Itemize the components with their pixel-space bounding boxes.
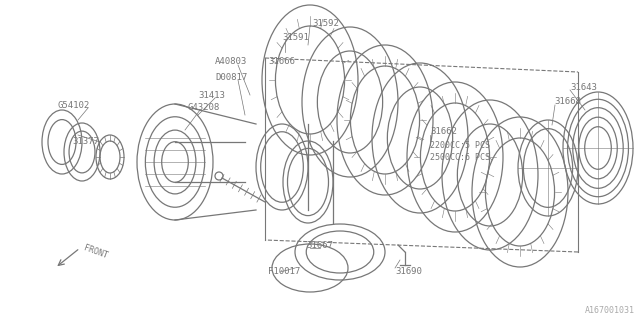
Text: 31377: 31377 xyxy=(72,137,99,146)
Text: FRONT: FRONT xyxy=(82,244,109,260)
Text: 31667: 31667 xyxy=(306,241,333,250)
Text: 31662: 31662 xyxy=(430,127,457,137)
Text: D00817: D00817 xyxy=(215,73,247,82)
Text: 2200CC:5 PCS: 2200CC:5 PCS xyxy=(430,140,490,149)
Text: 31592: 31592 xyxy=(312,19,339,28)
Text: 31668: 31668 xyxy=(554,98,581,107)
Text: 31690: 31690 xyxy=(395,268,422,276)
Text: G54102: G54102 xyxy=(58,100,90,109)
Text: 31413: 31413 xyxy=(198,91,225,100)
Text: G43208: G43208 xyxy=(188,103,220,113)
Text: 31643: 31643 xyxy=(570,83,597,92)
Text: 31591: 31591 xyxy=(282,33,309,42)
Text: 31666: 31666 xyxy=(268,58,295,67)
Text: A40803: A40803 xyxy=(215,58,247,67)
Text: F10017: F10017 xyxy=(268,268,300,276)
Text: A167001031: A167001031 xyxy=(585,306,635,315)
Text: 2500CC:6 PCS: 2500CC:6 PCS xyxy=(430,153,490,162)
